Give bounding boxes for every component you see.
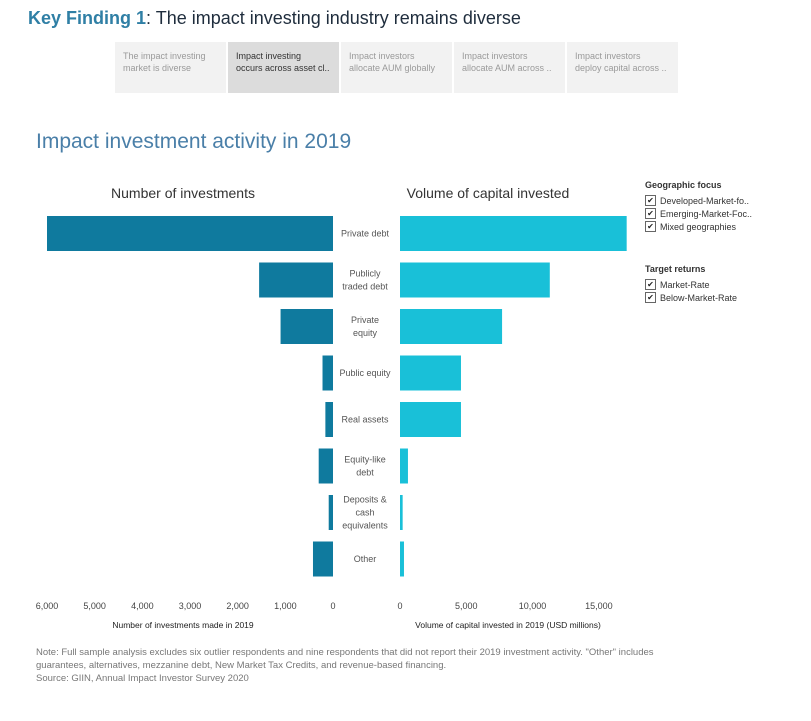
legend-item-label: Below-Market-Rate bbox=[660, 292, 738, 303]
right-bar bbox=[400, 309, 503, 344]
category-label: Other bbox=[354, 554, 377, 564]
legend-target-returns: Target returns ✔ Market-Rate ✔ Below-Marke… bbox=[645, 264, 737, 304]
legend-item-below-market-rate[interactable]: ✔ Below-Market-Rate bbox=[645, 291, 737, 304]
category-label: Private debt bbox=[341, 229, 390, 239]
chart-title: Impact investment activity in 2019 bbox=[36, 130, 352, 153]
checkbox-icon[interactable]: ✔ bbox=[645, 279, 656, 290]
category-label: Publicly traded debt bbox=[342, 269, 388, 292]
left-bar bbox=[325, 402, 333, 437]
checkbox-icon[interactable]: ✔ bbox=[645, 208, 656, 219]
right-bar bbox=[400, 541, 404, 577]
tab-label: Impact investors allocate AUM across .. bbox=[462, 51, 552, 73]
category-label-line: Other bbox=[354, 554, 377, 564]
left-bars bbox=[47, 216, 333, 577]
category-label-line: traded debt bbox=[342, 282, 388, 292]
left-bar bbox=[318, 448, 333, 484]
right-tick-label: 0 bbox=[397, 601, 402, 611]
tab-aum-across[interactable]: Impact investors allocate AUM across .. bbox=[454, 42, 565, 93]
legend-item-market-rate[interactable]: ✔ Market-Rate bbox=[645, 278, 737, 291]
left-bar bbox=[328, 495, 333, 530]
left-tick-label: 3,000 bbox=[179, 601, 202, 611]
category-label-line: Equity-like bbox=[344, 455, 386, 465]
legend-item-label: Market-Rate bbox=[660, 279, 710, 290]
category-label-line: equity bbox=[353, 328, 378, 338]
category-label-line: Real assets bbox=[341, 415, 389, 425]
category-labels: Private debt Publicly traded debt Private eq… bbox=[339, 229, 391, 565]
category-label-line: Deposits & bbox=[343, 495, 387, 505]
right-axis-ticks: 0 5,000 10,000 15,000 bbox=[397, 601, 612, 611]
note-line: guarantees, alternatives, mezzanine debt… bbox=[36, 660, 447, 671]
left-bar bbox=[280, 309, 333, 344]
category-label-line: Private bbox=[351, 315, 379, 325]
checkbox-icon[interactable]: ✔ bbox=[645, 292, 656, 303]
tab-label: Impact investing occurs across asset cl.… bbox=[236, 51, 330, 73]
left-axis-label: Number of investments made in 2019 bbox=[112, 620, 254, 630]
key-finding-text: : The impact investing industry remains … bbox=[146, 8, 521, 28]
right-tick-label: 10,000 bbox=[519, 601, 547, 611]
chart-note: Note: Full sample analysis excludes six … bbox=[36, 646, 736, 685]
left-bar bbox=[47, 216, 333, 251]
category-label-line: cash bbox=[355, 508, 374, 518]
category-label: Public equity bbox=[339, 368, 391, 378]
left-tick-label: 2,000 bbox=[226, 601, 249, 611]
right-bar bbox=[400, 262, 550, 298]
legend-returns-title: Target returns bbox=[645, 264, 706, 274]
tab-asset-classes[interactable]: Impact investing occurs across asset cl.… bbox=[228, 42, 339, 93]
left-tick-label: 0 bbox=[330, 601, 335, 611]
right-bars bbox=[400, 216, 627, 577]
left-tick-label: 5,000 bbox=[83, 601, 106, 611]
left-bar bbox=[322, 355, 333, 391]
note-line: Note: Full sample analysis excludes six … bbox=[36, 647, 654, 658]
right-bar bbox=[400, 216, 627, 251]
left-tick-label: 6,000 bbox=[36, 601, 59, 611]
category-label: Real assets bbox=[341, 415, 389, 425]
category-label: Equity-like debt bbox=[344, 455, 386, 478]
category-label-line: Private debt bbox=[341, 229, 390, 239]
left-tick-label: 1,000 bbox=[274, 601, 297, 611]
key-finding-heading: Key Finding 1: The impact investing indu… bbox=[28, 8, 521, 29]
left-bar bbox=[259, 262, 333, 298]
right-bar bbox=[400, 448, 408, 484]
left-axis-ticks: 6,000 5,000 4,000 3,000 2,000 1,000 0 bbox=[36, 601, 336, 611]
right-bar bbox=[400, 355, 461, 391]
legend-item-label: Developed-Market-fo.. bbox=[660, 195, 750, 206]
legend-item-mixed[interactable]: ✔ Mixed geographies bbox=[645, 220, 752, 233]
category-label-line: Public equity bbox=[339, 368, 391, 378]
legend-item-developed[interactable]: ✔ Developed-Market-fo.. bbox=[645, 194, 752, 207]
category-label-line: Publicly bbox=[349, 269, 381, 279]
checkbox-icon[interactable]: ✔ bbox=[645, 195, 656, 206]
source-line: Source: GIIN, Annual Impact Investor Sur… bbox=[36, 673, 249, 684]
tab-market-diverse[interactable]: The impact investing market is diverse bbox=[115, 42, 226, 93]
right-tick-label: 5,000 bbox=[455, 601, 478, 611]
checkbox-icon[interactable]: ✔ bbox=[645, 221, 656, 232]
right-axis-label: Volume of capital invested in 2019 (USD … bbox=[415, 620, 601, 630]
legend-item-label: Emerging-Market-Foc.. bbox=[660, 208, 753, 219]
category-label-line: debt bbox=[356, 468, 374, 478]
legend-item-label: Mixed geographies bbox=[660, 221, 737, 232]
right-bar bbox=[400, 402, 461, 437]
category-label: Private equity bbox=[351, 315, 379, 338]
left-tick-label: 4,000 bbox=[131, 601, 154, 611]
left-bar bbox=[312, 541, 333, 577]
key-finding-label: Key Finding 1 bbox=[28, 8, 147, 28]
tab-label: The impact investing market is diverse bbox=[123, 51, 206, 73]
tab-deploy-capital[interactable]: Impact investors deploy capital across .… bbox=[567, 42, 678, 93]
right-tick-label: 15,000 bbox=[585, 601, 613, 611]
category-label-line: equivalents bbox=[342, 521, 388, 531]
right-bar bbox=[400, 495, 403, 530]
story-tabs: The impact investing market is diverse I… bbox=[115, 42, 678, 93]
tab-label: Impact investors deploy capital across .… bbox=[575, 51, 667, 73]
left-panel-header: Number of investments bbox=[111, 185, 255, 201]
right-panel-header: Volume of capital invested bbox=[407, 185, 570, 201]
legend-item-emerging[interactable]: ✔ Emerging-Market-Foc.. bbox=[645, 207, 752, 220]
tab-label: Impact investors allocate AUM globally bbox=[349, 51, 436, 73]
legend-geographic-focus: Geographic focus ✔ Developed-Market-fo.. … bbox=[645, 180, 752, 233]
tab-aum-globally[interactable]: Impact investors allocate AUM globally bbox=[341, 42, 452, 93]
category-label: Deposits & cash equivalents bbox=[342, 495, 388, 531]
legend-geographic-title: Geographic focus bbox=[645, 180, 722, 190]
